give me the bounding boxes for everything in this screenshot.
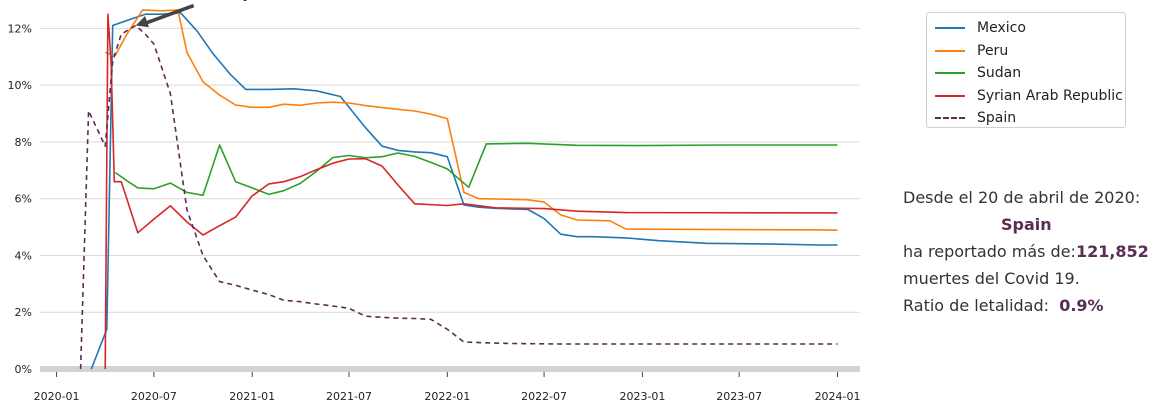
y-tick-label: 6% bbox=[15, 193, 32, 206]
series-line-sudan bbox=[114, 142, 838, 197]
x-tick-label: 2023-01 bbox=[619, 390, 665, 403]
y-tick-label: 4% bbox=[15, 249, 32, 262]
x-tick-label: 2022-01 bbox=[424, 390, 470, 403]
info-country: Spain bbox=[1001, 215, 1052, 234]
y-tick-label: 0% bbox=[15, 363, 32, 376]
legend-item: Spain bbox=[935, 107, 1016, 129]
legend-item: Sudan bbox=[935, 62, 1021, 84]
legend-swatch bbox=[935, 49, 965, 52]
x-tick-label: 2020-07 bbox=[131, 390, 177, 403]
y-tick-label: 12% bbox=[8, 22, 32, 35]
info-ratio-value: 0.9% bbox=[1059, 296, 1104, 315]
legend-label: Syrian Arab Republic bbox=[977, 87, 1123, 104]
x-tick-label: 2023-07 bbox=[716, 390, 762, 403]
legend-swatch bbox=[935, 72, 965, 74]
info-ratio-prefix: Ratio de letalidad: bbox=[903, 296, 1055, 315]
x-tick-label: 2024-01 bbox=[815, 390, 861, 403]
series-line-peru bbox=[104, 9, 838, 231]
annotation-label: Max: Spain bbox=[182, 0, 282, 2]
series-line-spain bbox=[79, 24, 838, 370]
legend-swatch bbox=[935, 27, 965, 29]
x-tick-label: 2021-07 bbox=[326, 390, 372, 403]
y-axis: 0% 2% 4% 6% 8% 10% 12% bbox=[8, 22, 32, 376]
max-annotation: Max: Spain bbox=[135, 0, 282, 28]
legend-item: Mexico bbox=[935, 17, 1026, 39]
annotation-arrowhead bbox=[135, 15, 149, 28]
legend-swatch bbox=[935, 117, 965, 119]
x-axis: 2020-01 2020-07 2021-01 2021-07 2022-01 2022-… bbox=[34, 372, 861, 403]
y-tick-label: 10% bbox=[8, 79, 32, 92]
legend-swatch bbox=[935, 94, 965, 97]
legend-item: Peru bbox=[935, 40, 1008, 62]
covid-fatality-ratio-chart: 2020-01 2020-07 2021-01 2021-07 2022-01 2022-… bbox=[8, 0, 861, 403]
series-line-syrian-arab-republic bbox=[104, 13, 838, 370]
series-lines bbox=[79, 9, 838, 370]
grid-lines bbox=[40, 27, 860, 372]
y-tick-label: 2% bbox=[15, 306, 32, 319]
legend-label: Sudan bbox=[977, 65, 1022, 81]
info-deaths-prefix: ha reportado más de: bbox=[903, 242, 1076, 261]
info-deaths-suffix: muertes del Covid 19. bbox=[903, 269, 1080, 288]
info-panel: Desde el 20 de abril de 2020: Spain ha r… bbox=[903, 184, 1163, 319]
series-line-mexico bbox=[90, 12, 838, 370]
info-deaths-line: ha reportado más de:121,852 bbox=[903, 238, 1163, 265]
legend-label: Peru bbox=[977, 42, 1009, 59]
x-tick-label: 2020-01 bbox=[34, 390, 80, 403]
legend-label: Mexico bbox=[977, 20, 1026, 36]
info-since-date: Desde el 20 de abril de 2020: bbox=[903, 188, 1141, 207]
legend-item: Syrian Arab Republic bbox=[935, 85, 1123, 107]
legend-label: Spain bbox=[977, 110, 1017, 126]
annotation-arrow bbox=[141, 3, 195, 27]
y-tick-label: 8% bbox=[15, 136, 32, 149]
chart-legend: Mexico Peru Sudan Syrian Arab Republic Spain bbox=[926, 12, 1126, 128]
x-tick-label: 2022-07 bbox=[521, 390, 567, 403]
x-tick-label: 2021-01 bbox=[229, 390, 275, 403]
info-deaths-value: 121,852 bbox=[1075, 242, 1149, 261]
zero-baseline bbox=[40, 366, 860, 372]
info-ratio-line: Ratio de letalidad: 0.9% bbox=[903, 292, 1163, 319]
